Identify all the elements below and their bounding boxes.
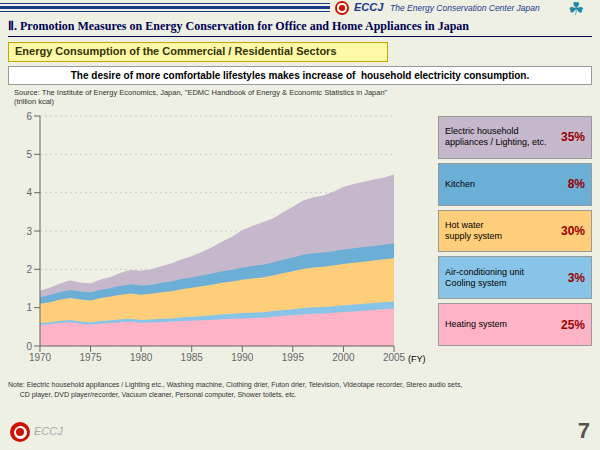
svg-text:3: 3 — [26, 226, 32, 237]
svg-text:5: 5 — [26, 149, 32, 160]
html-text:25%: 25% — [561, 317, 585, 332]
svg-text:6: 6 — [26, 111, 32, 122]
html-text:CD player, DVD player/recorder: CD player, DVD player/recorder, Vacuum c… — [8, 391, 297, 398]
html-text:Hot water supply system: Hot water supply system — [445, 220, 502, 241]
svg-text:2005: 2005 — [383, 352, 406, 363]
svg-text:1970: 1970 — [29, 352, 52, 363]
svg-text:1995: 1995 — [282, 352, 305, 363]
html-text:8%: 8% — [567, 177, 585, 192]
svg-text:1975: 1975 — [79, 352, 102, 363]
html-text:3%: 3% — [567, 270, 585, 285]
html-text:(FY): (FY) — [408, 354, 426, 364]
svg-text:2: 2 — [26, 264, 32, 275]
html-text:Note: Electric household appli: Note: Electric household appliances / Li… — [8, 381, 463, 388]
html-text:Ⅱ. Promotion Measures on Energ: Ⅱ. Promotion Measures on Energy Conserva… — [8, 19, 469, 33]
html-text:The desire of more comfortable: The desire of more comfortable lifestyle… — [70, 70, 530, 81]
svg-text:2000: 2000 — [332, 352, 355, 363]
svg-text:1: 1 — [26, 302, 32, 313]
html-text:Electric household appliances: Electric household appliances / Lighting… — [445, 126, 547, 148]
html-text:30%: 30% — [561, 224, 585, 238]
html-text:The Energy Conservation Center: The Energy Conservation Center Japan — [390, 3, 540, 13]
html-text:Energy Consumption of the Comm: Energy Consumption of the Commercial / R… — [15, 45, 337, 57]
html-text:35%: 35% — [561, 130, 585, 145]
html-text:Source: The Institute of Energ: Source: The Institute of Energy Economic… — [14, 88, 388, 97]
html-text:Kitchen: Kitchen — [445, 178, 475, 189]
svg-text:1985: 1985 — [181, 352, 204, 363]
html-text:ECCJ: ECCJ — [354, 1, 384, 13]
svg-text:0: 0 — [26, 341, 32, 352]
svg-text:1980: 1980 — [130, 352, 153, 363]
html-text:Air-conditioning unit Cooling: Air-conditioning unit Cooling system — [445, 266, 524, 288]
html-text:7: 7 — [577, 418, 590, 443]
html-text:Heating system: Heating system — [445, 319, 507, 330]
html-text:ECCJ: ECCJ — [34, 425, 63, 437]
svg-text:1990: 1990 — [231, 352, 254, 363]
html-text:(trillion kcal): (trillion kcal) — [14, 97, 54, 106]
svg-text:4: 4 — [26, 187, 32, 198]
